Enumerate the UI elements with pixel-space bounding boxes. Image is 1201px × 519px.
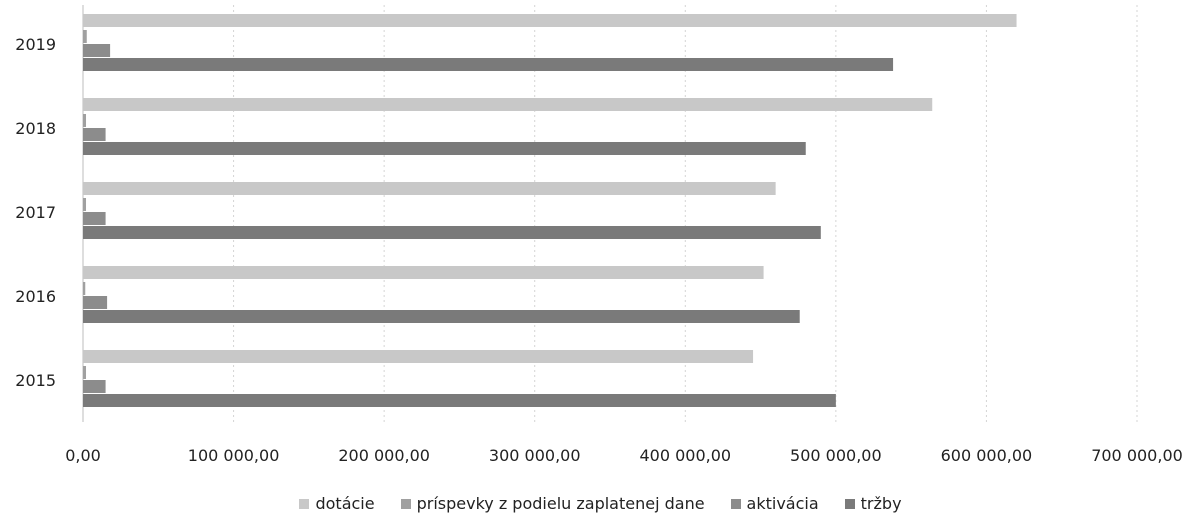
legend-label-0: dotácie xyxy=(315,494,375,513)
x-tick-label-4: 400 000,00 xyxy=(639,446,731,465)
category-labels: 2019 2018 2017 2016 2015 xyxy=(15,35,56,390)
bar-2018-series-3 xyxy=(83,142,806,155)
legend-swatch-1 xyxy=(400,498,411,509)
bar-2019-series-1 xyxy=(83,30,87,43)
bar-2018-series-0 xyxy=(83,98,933,111)
legend-label-2: aktivácia xyxy=(746,494,819,513)
category-label-2019: 2019 xyxy=(15,35,56,54)
bar-2017-series-1 xyxy=(83,198,87,211)
bar-2019-series-0 xyxy=(83,14,1017,27)
x-tick-label-6: 600 000,00 xyxy=(941,446,1033,465)
x-tick-label-7: 700 000,00 xyxy=(1091,446,1183,465)
category-label-2015: 2015 xyxy=(15,371,56,390)
legend: dotácie príspevky z podielu zaplatenej da… xyxy=(0,494,1201,513)
bar-2016-series-1 xyxy=(83,282,86,295)
bar-2018-series-1 xyxy=(83,114,87,127)
legend-item-1: príspevky z podielu zaplatenej dane xyxy=(400,494,705,513)
x-tick-labels: 0,00 100 000,00 200 000,00 300 000,00 400 00… xyxy=(65,446,1183,465)
bars xyxy=(83,14,1017,407)
legend-item-3: tržby xyxy=(844,494,902,513)
legend-item-2: aktivácia xyxy=(730,494,819,513)
x-tick-label-3: 300 000,00 xyxy=(489,446,581,465)
bar-2017-series-3 xyxy=(83,226,821,239)
bar-2017-series-0 xyxy=(83,182,776,195)
bar-2019-series-3 xyxy=(83,58,894,71)
bar-2019-series-2 xyxy=(83,44,111,57)
x-tick-label-5: 500 000,00 xyxy=(790,446,882,465)
legend-label-1: príspevky z podielu zaplatenej dane xyxy=(416,494,705,513)
bar-2016-series-2 xyxy=(83,296,108,309)
legend-item-0: dotácie xyxy=(299,494,375,513)
bar-2016-series-3 xyxy=(83,310,800,323)
bar-2016-series-0 xyxy=(83,266,764,279)
category-label-2018: 2018 xyxy=(15,119,56,138)
legend-swatch-3 xyxy=(844,498,855,509)
x-tick-label-1: 100 000,00 xyxy=(188,446,280,465)
bar-2015-series-0 xyxy=(83,350,754,363)
legend-label-3: tržby xyxy=(860,494,902,513)
legend-swatch-0 xyxy=(299,498,310,509)
category-label-2017: 2017 xyxy=(15,203,56,222)
bar-2015-series-1 xyxy=(83,366,87,379)
legend-swatch-2 xyxy=(730,498,741,509)
bar-2018-series-2 xyxy=(83,128,106,141)
x-tick-label-2: 200 000,00 xyxy=(338,446,430,465)
x-tick-label-0: 0,00 xyxy=(65,446,101,465)
category-label-2016: 2016 xyxy=(15,287,56,306)
bar-2015-series-3 xyxy=(83,394,836,407)
bar-2017-series-2 xyxy=(83,212,106,225)
bar-2015-series-2 xyxy=(83,380,106,393)
